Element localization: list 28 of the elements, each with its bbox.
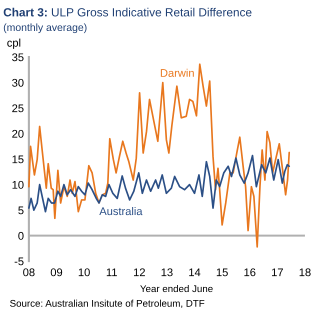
y-tick-label: 15 <box>12 156 24 164</box>
y-tick-label: -5 <box>14 258 24 266</box>
y-tick-label: 30 <box>12 78 24 87</box>
x-tick-label: 18 <box>300 268 311 276</box>
x-axis-title: Year ended June <box>140 285 213 292</box>
x-tick-label: 12 <box>134 268 145 276</box>
y-tick-label: 5 <box>18 206 24 214</box>
y-tick-label: 20 <box>12 130 24 138</box>
chart-subtitle: (monthly average) <box>4 23 87 34</box>
x-tick-label: 15 <box>216 268 228 276</box>
x-tick-label: 09 <box>50 268 62 276</box>
x-tick-label: 13 <box>162 268 173 276</box>
y-tick-label: 35 <box>12 53 24 62</box>
y-tick-label: 10 <box>12 180 24 189</box>
x-tick-label: 10 <box>78 268 90 276</box>
line-series <box>28 63 290 248</box>
source-note: Source: Australian Insitute of Petroleum, DTF <box>10 300 204 308</box>
y-axis-title: cpl <box>7 38 20 49</box>
chart-title: Chart 3: ULP Gross Indicative Retail Difference <box>4 8 252 16</box>
x-tick-label: 17 <box>272 268 283 276</box>
x-tick-label: 08 <box>23 268 35 276</box>
x-tick-label: 11 <box>106 268 117 276</box>
x-tick-label: 16 <box>244 268 256 276</box>
y-tick-label: 25 <box>12 104 24 112</box>
y-tick-label: 0 <box>18 232 24 240</box>
series-label: Australia <box>99 206 143 216</box>
series-label: Darwin <box>160 68 194 77</box>
x-tick-label: 14 <box>189 268 200 276</box>
